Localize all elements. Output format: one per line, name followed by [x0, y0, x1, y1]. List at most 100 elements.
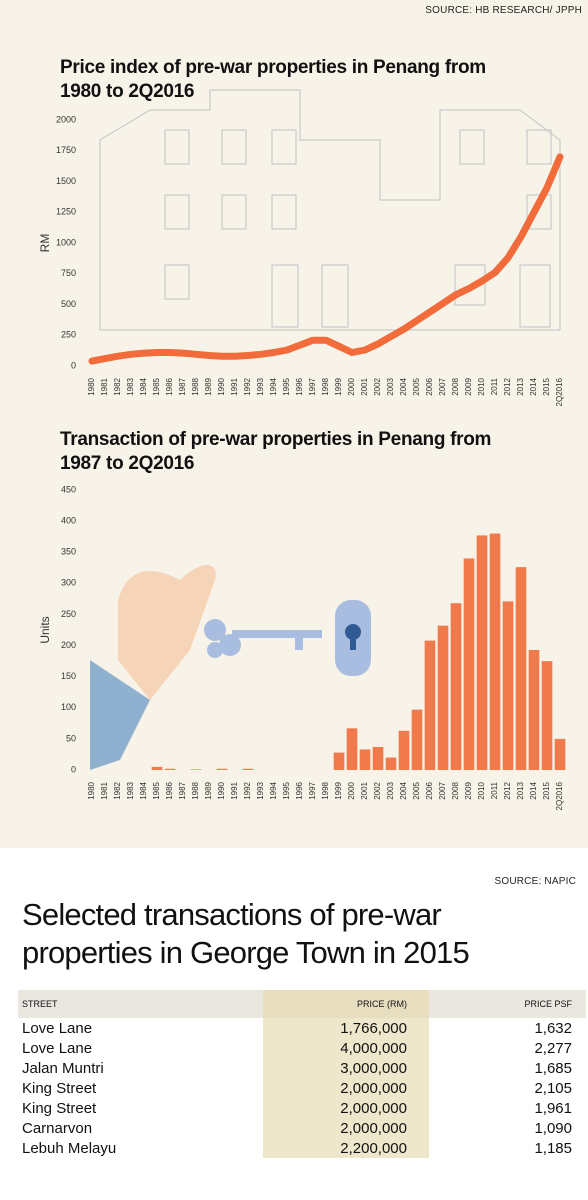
x-tick-label: 2007: [438, 781, 447, 799]
row: Jalan Muntri 3,000,000 1,685: [18, 1058, 586, 1078]
x-tick-label: 1990: [217, 781, 226, 799]
cell: 2,000,000: [262, 1078, 429, 1098]
cell: Love Lane: [22, 1019, 93, 1037]
x-tick-label: 1994: [269, 781, 278, 799]
y-axis-label: Units: [38, 616, 52, 643]
table-title: Selected transactions of pre-war propert…: [22, 897, 470, 970]
bar: [424, 640, 436, 770]
row: Love Lane 4,000,000 2,277: [18, 1038, 586, 1058]
x-tick-label: 1981: [100, 781, 109, 799]
bar: [190, 769, 202, 770]
x-tick-label: 2013: [516, 781, 525, 799]
x-tick-label: 1991: [230, 377, 239, 395]
cell: 2,277: [534, 1039, 572, 1057]
x-tick-label: 1982: [113, 377, 122, 395]
cell: 1,685: [534, 1059, 572, 1077]
cell: Carnarvon: [22, 1119, 93, 1137]
x-tick-label: 1997: [308, 781, 317, 799]
x-tick-label: 1989: [204, 377, 213, 395]
cell: Love Lane: [22, 1039, 93, 1057]
cell: 2,105: [534, 1079, 572, 1097]
bar: [463, 558, 475, 770]
cell: 1,766,000: [262, 1018, 429, 1038]
row: Love Lane 1,766,000 1,632: [18, 1018, 586, 1038]
x-tick-label: 2008: [451, 377, 460, 395]
x-tick-label: 1984: [139, 781, 148, 799]
x-tick-label: 2006: [425, 781, 434, 799]
bar: [437, 625, 449, 770]
x-tick-label: 2Q2016: [555, 377, 564, 406]
cell: 2,000,000: [262, 1118, 429, 1138]
x-tick-label: 1989: [204, 781, 213, 799]
x-tick-label: 1996: [295, 781, 304, 799]
x-tick-label: 2015: [542, 377, 551, 395]
y-tick-label: 2000: [56, 114, 76, 124]
y-tick-label: 350: [61, 547, 76, 557]
y-tick-label: 0: [71, 764, 76, 774]
x-tick-label: 2015: [542, 781, 551, 799]
x-tick-label: 1992: [243, 377, 252, 395]
y-tick-label: 1250: [56, 207, 76, 217]
y-tick-label: 1000: [56, 237, 76, 247]
row: King Street 2,000,000 1,961: [18, 1098, 586, 1118]
cell: 2,000,000: [262, 1098, 429, 1118]
key-illustration: [90, 565, 371, 770]
y-tick-label: 400: [61, 515, 76, 525]
bar: [541, 661, 553, 770]
x-tick-label: 1998: [321, 377, 330, 395]
x-tick-label: 2010: [477, 377, 486, 395]
bar: [476, 535, 488, 770]
x-tick-label: 2001: [360, 781, 369, 799]
x-tick-label: 1985: [152, 377, 161, 395]
x-tick-label: 2001: [360, 377, 369, 395]
x-tick-label: 1999: [334, 781, 343, 799]
chart-title: Price index of pre-war properties in Pen…: [60, 57, 486, 102]
x-tick-label: 2002: [373, 377, 382, 395]
cell: 1,632: [534, 1019, 572, 1037]
row: King Street 2,000,000 2,105: [18, 1078, 586, 1098]
header: PRICE (RM): [262, 990, 429, 1018]
x-tick-label: 1988: [191, 781, 200, 799]
header: PRICE PSF: [428, 990, 586, 1018]
x-tick-label: 1988: [191, 377, 200, 395]
bar: [450, 603, 462, 770]
x-tick-label: 1993: [256, 781, 265, 799]
row: Lebuh Melayu 2,200,000 1,185: [18, 1138, 586, 1158]
x-tick-label: 2012: [503, 781, 512, 799]
y-axis-label: RM: [38, 234, 52, 253]
x-tick-label: 2014: [529, 781, 538, 799]
bar: [528, 649, 540, 770]
x-tick-label: 1995: [282, 781, 291, 799]
cell: 3,000,000: [262, 1058, 429, 1078]
x-tick-label: 2008: [451, 781, 460, 799]
bar: [385, 757, 397, 770]
x-tick-label: 1993: [256, 377, 265, 395]
x-tick-label: 1987: [178, 377, 187, 395]
bar: [242, 768, 254, 770]
y-tick-label: 200: [61, 640, 76, 650]
x-tick-label: 1986: [165, 377, 174, 395]
x-tick-label: 1983: [126, 377, 135, 395]
x-tick-label: 1998: [321, 781, 330, 799]
x-tick-label: 1986: [165, 781, 174, 799]
cell: 1,961: [534, 1099, 572, 1117]
x-tick-label: 1999: [334, 377, 343, 395]
x-tick-label: 1981: [100, 377, 109, 395]
x-tick-label: 2010: [477, 781, 486, 799]
chart-title: Transaction of pre-war properties in Pen…: [60, 429, 492, 474]
x-tick-label: 2011: [490, 781, 499, 799]
cell: 2,200,000: [262, 1138, 429, 1158]
bar: [554, 738, 566, 770]
x-tick-label: 1996: [295, 377, 304, 395]
bar: [151, 766, 163, 770]
x-tick-label: 1983: [126, 781, 135, 799]
x-tick-label: 1995: [282, 377, 291, 395]
y-tick-label: 1750: [56, 145, 76, 155]
x-tick-label: 1980: [87, 377, 96, 395]
bar: [502, 601, 514, 770]
header-row: STREET PRICE (RM) PRICE PSF: [18, 990, 586, 1018]
x-tick-label: 1980: [87, 781, 96, 799]
x-tick-label: 1992: [243, 781, 252, 799]
